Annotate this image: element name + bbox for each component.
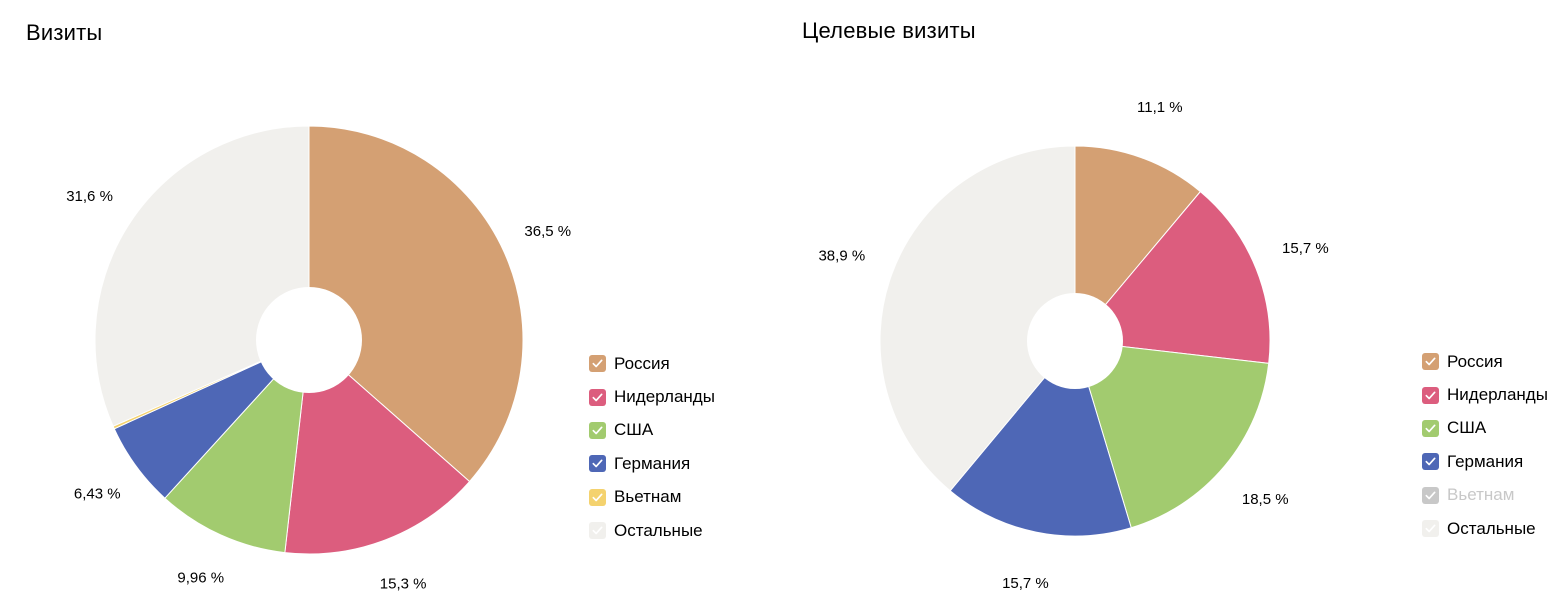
legend-item-others[interactable]: Остальные [1422, 512, 1548, 545]
legend-label: Остальные [614, 520, 703, 540]
legend-item-netherlands[interactable]: Нидерланды [1422, 378, 1548, 411]
pie-slice-usa[interactable] [1074, 340, 1270, 529]
data-label-germany: 15,7 % [1002, 575, 1049, 592]
chart-title: Целевые визиты [802, 18, 976, 43]
checkbox-icon[interactable] [1422, 453, 1439, 471]
legend-item-germany[interactable]: Германия [589, 447, 715, 480]
checkbox-icon[interactable] [1422, 353, 1439, 371]
pie-slice-others[interactable] [879, 145, 1076, 492]
chart-legend: Россия Нидерланды США Германия Вьетнам Осталь… [1422, 345, 1548, 545]
legend-item-others[interactable]: Остальные [589, 514, 715, 547]
legend-label: Германия [1447, 451, 1524, 471]
donut-hole [256, 287, 362, 393]
goal-visits-chart-panel: Целевые визиты 11,1 % 15,7 % 18,5 % 15,7 % 3… [780, 0, 1560, 608]
data-label-russia: 36,5 % [524, 223, 571, 240]
checkbox-icon[interactable] [1422, 419, 1439, 437]
pie-slice-netherlands[interactable] [1074, 190, 1271, 364]
legend-item-usa[interactable]: США [1422, 412, 1548, 445]
legend-label: Россия [614, 353, 670, 373]
legend-label: США [1447, 418, 1487, 438]
legend-label: Вьетнам [1447, 485, 1515, 505]
legend-label: Германия [614, 453, 691, 473]
chart-legend: Россия Нидерланды США Германия Вьетнам Осталь… [589, 347, 715, 547]
legend-label: Вьетнам [614, 487, 682, 507]
legend-label: Нидерланды [614, 387, 715, 407]
visits-chart-panel: Визиты 36,5 % 15,3 % 9,96 % 6,43 % 31,6 % Ро… [26, 20, 715, 592]
goal-visits-pie-chart: 11,1 % 15,7 % 18,5 % 15,7 % 38,9 % [818, 99, 1329, 592]
data-label-usa: 9,96 % [177, 570, 224, 587]
legend-label: Остальные [1447, 518, 1536, 538]
data-label-others: 38,9 % [818, 248, 865, 265]
data-label-netherlands: 15,7 % [1282, 240, 1329, 257]
legend-item-russia[interactable]: Россия [1422, 345, 1548, 378]
legend-label: США [614, 420, 654, 440]
checkbox-icon[interactable] [589, 421, 606, 439]
legend-item-vietnam[interactable]: Вьетнам [589, 481, 715, 514]
legend-item-vietnam[interactable]: Вьетнам [1422, 479, 1548, 512]
checkbox-icon[interactable] [1422, 520, 1439, 538]
pie-slice-netherlands[interactable] [284, 338, 471, 555]
legend-item-russia[interactable]: Россия [589, 347, 715, 380]
checkbox-icon[interactable] [589, 455, 606, 473]
visits-pie-chart: 36,5 % 15,3 % 9,96 % 6,43 % 31,6 % [66, 125, 571, 592]
checkbox-icon[interactable] [589, 355, 606, 373]
pie-slice-russia[interactable] [308, 125, 524, 483]
legend-item-usa[interactable]: США [589, 414, 715, 447]
checkbox-icon[interactable] [1422, 386, 1439, 404]
legend-item-netherlands[interactable]: Нидерланды [589, 380, 715, 413]
data-label-netherlands: 15,3 % [380, 575, 427, 592]
checkbox-icon[interactable] [589, 488, 606, 506]
pie-slice-usa[interactable] [164, 338, 310, 554]
data-label-russia: 11,1 % [1137, 99, 1183, 116]
legend-item-germany[interactable]: Германия [1422, 445, 1548, 478]
data-label-germany: 6,43 % [74, 485, 121, 502]
legend-label: Нидерланды [1447, 385, 1548, 405]
donut-hole [1027, 293, 1123, 389]
legend-label: Россия [1447, 351, 1503, 371]
pie-slice-germany[interactable] [949, 339, 1132, 537]
data-label-others: 31,6 % [66, 188, 113, 205]
checkbox-icon[interactable] [589, 522, 606, 540]
chart-title: Визиты [26, 20, 103, 45]
checkbox-icon[interactable] [589, 388, 606, 406]
pie-slice-others[interactable] [94, 125, 310, 427]
data-label-usa: 18,5 % [1242, 491, 1289, 508]
checkbox-icon[interactable] [1422, 486, 1439, 504]
pie-slice-russia[interactable] [1074, 145, 1202, 343]
